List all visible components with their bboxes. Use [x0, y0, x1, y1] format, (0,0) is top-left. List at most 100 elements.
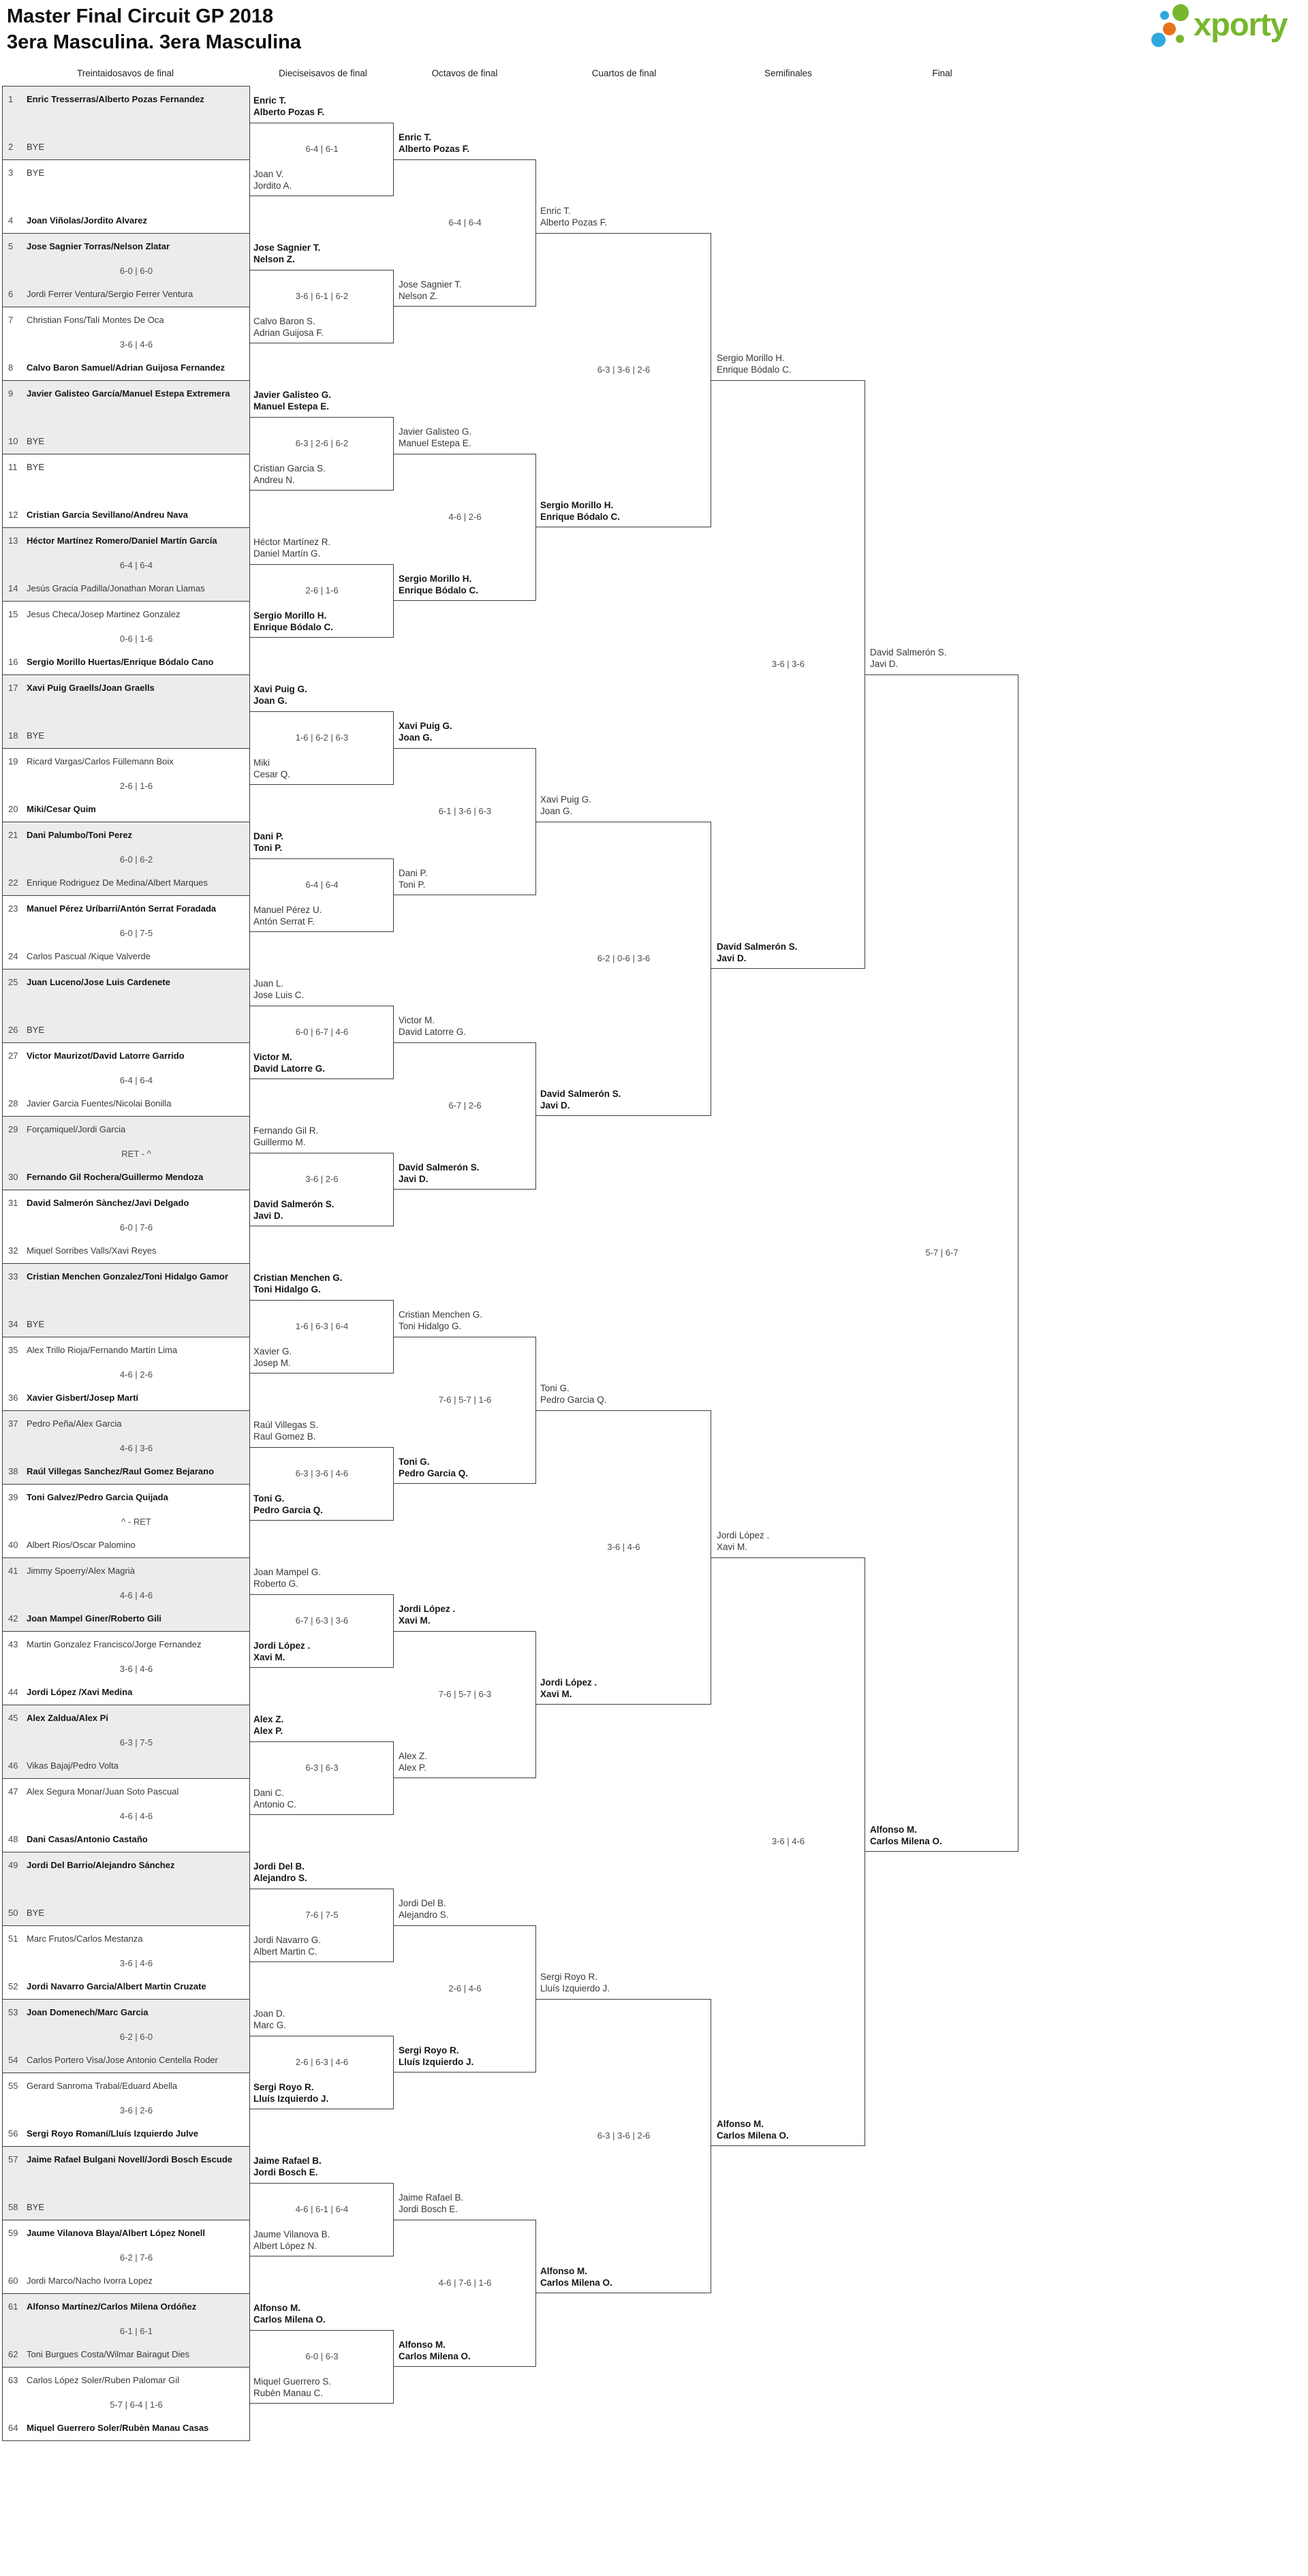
team-row: 11 BYE: [3, 462, 249, 474]
team-name: BYE: [27, 2202, 45, 2212]
seed-number: 21: [8, 830, 18, 840]
advanced-team: Dani P. Toni P.: [253, 831, 398, 854]
match-box: 31 David Salmerón Sànchez/Javi Delgado 32 M…: [2, 1190, 250, 1263]
seed-number: 25: [8, 977, 18, 987]
match-score: 3-6 | 4-6: [119, 1664, 153, 1674]
player-name: Carlos Milena O.: [540, 2278, 612, 2288]
seed-number: 47: [8, 1786, 18, 1797]
match-box: [394, 1337, 536, 1484]
advanced-team: Jordi Navarro G. Albert Martin C.: [253, 1934, 398, 1957]
seed-number: 48: [8, 1834, 18, 1844]
logo-dot-blue-small-icon: [1160, 11, 1169, 20]
match-box: 25 Juan Luceno/Jose Luis Cardenete 26 BYE: [2, 969, 250, 1042]
player-name: Joan V.: [253, 169, 284, 179]
player-name: Joan G.: [540, 806, 573, 816]
match-box: 15 Jesus Checa/Josep Martinez Gonzalez 16 S…: [2, 601, 250, 674]
player-name: Sergio Morillo H.: [399, 574, 472, 584]
team-name: David Salmerón Sànchez/Javi Delgado: [27, 1198, 189, 1208]
player-name: Xavi M.: [540, 1689, 572, 1699]
match-box: 43 Martin Gonzalez Francisco/Jorge Fernan…: [2, 1631, 250, 1705]
team-row: 4 Joan Viñolas/Jordito Alvarez: [3, 215, 249, 228]
player-name: Xavi Puig G.: [253, 684, 307, 694]
round-header-3: Octavos de final: [431, 68, 498, 78]
match-box: 51 Marc Frutos/Carlos Mestanza 52 Jordi Nav…: [2, 1925, 250, 1999]
match-box: [250, 1153, 394, 1226]
seed-number: 6: [8, 289, 14, 299]
seed-number: 55: [8, 2081, 18, 2091]
advanced-team: Javier Galisteo G. Manuel Estepa E.: [399, 426, 543, 449]
xporty-logo[interactable]: xporty: [1151, 4, 1308, 55]
team-row: 6 Jordi Ferrer Ventura/Sergio Ferrer Vent…: [3, 289, 249, 301]
player-name: Joan G.: [253, 696, 287, 706]
player-name: Raúl Villegas S.: [253, 1420, 319, 1430]
seed-number: 12: [8, 510, 18, 520]
player-name: Alejandro S.: [399, 1910, 449, 1920]
seed-number: 4: [8, 215, 14, 226]
seed-number: 29: [8, 1124, 18, 1134]
match-score: 6-2 | 7-6: [119, 2252, 153, 2263]
seed-number: 9: [8, 388, 14, 399]
team-name: Miquel Guerrero Soler/Rubèn Manau Casas: [27, 2423, 209, 2433]
team-name: Martin Gonzalez Francisco/Jorge Fernande…: [27, 1639, 202, 1649]
advanced-team: Xavi Puig G. Joan G.: [540, 794, 685, 817]
player-name: Jordi Bosch E.: [399, 2204, 458, 2214]
seed-number: 52: [8, 1981, 18, 1991]
match-score: 0-6 | 1-6: [119, 634, 153, 644]
team-row: 59 Jaume Vilanova Blaya/Albert López None…: [3, 2228, 249, 2240]
advanced-team: Joan D. Marc G.: [253, 2008, 398, 2031]
team-name: Christian Fons/Talí Montes De Oca: [27, 315, 164, 325]
advanced-team: Cristian Menchen G. Toni Hidalgo G.: [399, 1309, 543, 1332]
player-name: Miki: [253, 758, 270, 768]
seed-number: 1: [8, 94, 14, 104]
advanced-team: Alex Z. Alex P.: [399, 1750, 543, 1773]
match-box: [250, 417, 394, 491]
player-name: Carlos Milena O.: [253, 2314, 326, 2325]
team-name: Albert Rios/Oscar Palomino: [27, 1540, 136, 1550]
match-score: 1-6 | 6-2 | 6-3: [295, 732, 349, 743]
seed-number: 50: [8, 1908, 18, 1918]
team-name: Calvo Baron Samuel/Adrian Guijosa Fernan…: [27, 362, 225, 373]
advanced-team: Javier Galisteo G. Manuel Estepa E.: [253, 389, 398, 412]
match-box: 29 Forçamiquel/Jordi Garcia 30 Fernando Gil…: [2, 1116, 250, 1190]
advanced-team: Xavi Puig G. Joan G.: [399, 720, 543, 743]
seed-number: 41: [8, 1566, 18, 1576]
team-row: 41 Jimmy Spoerry/Alex Magrià: [3, 1566, 249, 1578]
player-name: Toni G.: [540, 1383, 570, 1393]
player-name: Roberto G.: [253, 1579, 299, 1589]
team-name: Victor Maurizot/David Latorre Garrido: [27, 1051, 185, 1061]
team-name: Alex Trillo Rioja/Fernando Martín Lima: [27, 1345, 178, 1355]
match-score: 6-4 | 6-1: [305, 144, 339, 154]
advanced-team: Calvo Baron S. Adrian Guijosa F.: [253, 315, 398, 339]
match-score: 3-6 | 6-1 | 6-2: [295, 291, 349, 301]
team-name: Toni Galvez/Pedro Garcia Quijada: [27, 1492, 168, 1502]
advanced-team: Jaume Vilanova B. Albert López N.: [253, 2229, 398, 2252]
match-box: [536, 233, 711, 527]
player-name: Alberto Pozas F.: [253, 107, 325, 117]
team-name: Xavier Gisbert/Josep Martí: [27, 1393, 139, 1403]
player-name: Alex Z.: [253, 1714, 284, 1724]
team-name: Carlos Portero Visa/Jose Antonio Centell…: [27, 2055, 218, 2065]
match-score: 3-6 | 4-6: [119, 1958, 153, 1968]
seed-number: 11: [8, 462, 18, 472]
match-box: 9 Javier Galisteo García/Manuel Estepa Ex…: [2, 380, 250, 454]
seed-number: 39: [8, 1492, 18, 1502]
seed-number: 26: [8, 1025, 18, 1035]
seed-number: 57: [8, 2154, 18, 2164]
player-name: Calvo Baron S.: [253, 316, 315, 326]
team-name: BYE: [27, 462, 45, 472]
team-row: 60 Jordi Marco/Nacho Ivorra Lopez: [3, 2276, 249, 2288]
seed-number: 27: [8, 1051, 18, 1061]
seed-number: 46: [8, 1760, 18, 1771]
logo-dot-green-large-icon: [1172, 4, 1189, 21]
team-row: 35 Alex Trillo Rioja/Fernando Martín Lima: [3, 1345, 249, 1357]
team-name: Alex Zaldua/Alex Pi: [27, 1713, 108, 1723]
advanced-team: Jordi López . Xavi M.: [253, 1640, 398, 1663]
team-row: 3 BYE: [3, 168, 249, 180]
match-box: 57 Jaime Rafael Bulgani Novell/Jordi Bosc…: [2, 2146, 250, 2220]
match-box: [394, 748, 536, 895]
team-row: 16 Sergio Morillo Huertas/Enrique Bódalo …: [3, 657, 249, 669]
match-box: 35 Alex Trillo Rioja/Fernando Martín Lima…: [2, 1337, 250, 1410]
logo-wordmark: xporty: [1194, 6, 1288, 42]
logo-dot-blue-large-icon: [1151, 33, 1166, 47]
advanced-team: Alfonso M. Carlos Milena O.: [870, 1824, 1014, 1847]
